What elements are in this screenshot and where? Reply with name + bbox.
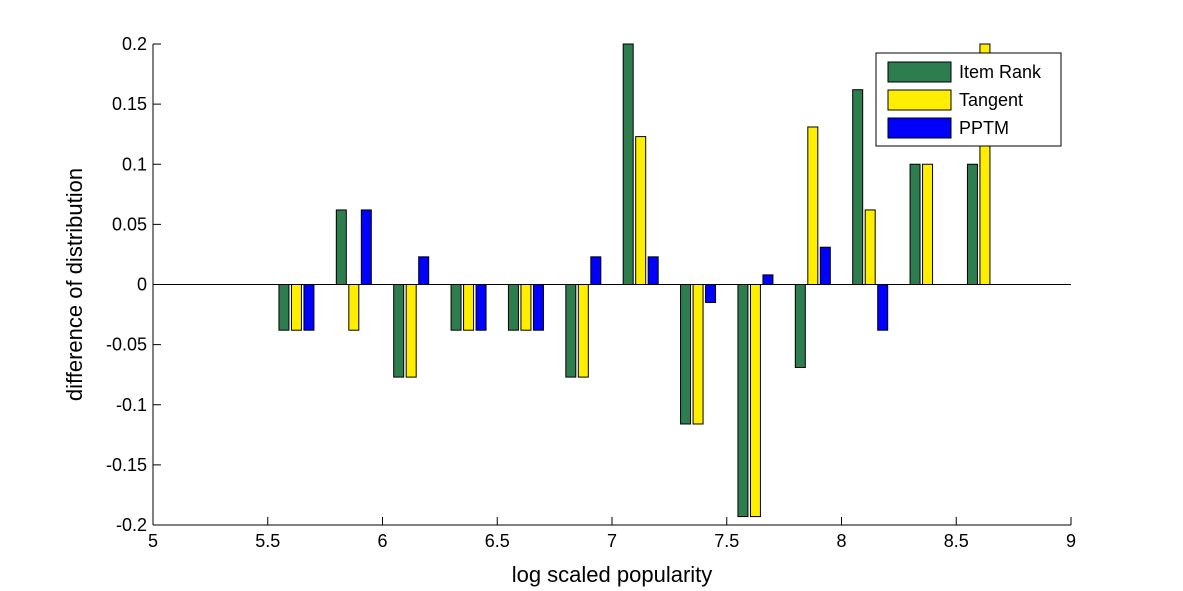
x-tick-label: 6 <box>377 531 387 551</box>
bar-tangent-2 <box>405 284 417 378</box>
legend-swatch <box>887 117 952 139</box>
legend-swatch <box>887 89 952 111</box>
y-tick-label: 0 <box>137 275 147 295</box>
bar-item-rank-0 <box>278 284 290 331</box>
bar-pptm-0 <box>303 284 315 331</box>
y-tick-label: 0.15 <box>112 94 147 114</box>
bar-item-rank-3 <box>450 284 462 331</box>
bar-tangent-4 <box>520 284 532 331</box>
y-tick-label: 0.05 <box>112 214 147 234</box>
bar-item-rank-12 <box>966 163 978 285</box>
bar-item-rank-4 <box>507 284 519 331</box>
bar-pptm-10 <box>877 284 889 331</box>
x-tick-label: 5 <box>148 531 158 551</box>
bar-item-rank-7 <box>680 284 692 425</box>
y-axis-title: difference of distribution <box>62 168 87 401</box>
bar-tangent-7 <box>692 284 704 425</box>
x-tick-label: 7.5 <box>714 531 739 551</box>
bar-tangent-8 <box>749 284 761 518</box>
bar-tangent-10 <box>864 209 876 286</box>
x-tick-label: 5.5 <box>255 531 280 551</box>
bar-pptm-6 <box>647 256 659 285</box>
legend-label: Tangent <box>959 90 1023 110</box>
bar-item-rank-2 <box>393 284 405 378</box>
y-tick-label: -0.15 <box>106 455 147 475</box>
bar-item-rank-9 <box>794 284 806 368</box>
y-tick-label: 0.1 <box>122 154 147 174</box>
bar-item-rank-5 <box>565 284 577 378</box>
legend-swatch <box>887 61 952 83</box>
bars-group <box>278 43 991 518</box>
bar-pptm-3 <box>475 284 487 331</box>
bar-item-rank-6 <box>622 43 634 285</box>
bar-pptm-8 <box>762 274 774 286</box>
x-tick-label: 8.5 <box>944 531 969 551</box>
x-tick-label: 9 <box>1066 531 1076 551</box>
bar-tangent-0 <box>290 284 302 331</box>
y-tick-label: -0.2 <box>116 515 147 535</box>
bar-item-rank-8 <box>737 284 749 518</box>
legend-label: Item Rank <box>959 62 1042 82</box>
bar-pptm-1 <box>360 209 372 286</box>
y-tick-label: -0.1 <box>116 395 147 415</box>
bar-tangent-11 <box>922 163 934 285</box>
x-axis-title: log scaled popularity <box>512 562 713 587</box>
bar-pptm-9 <box>819 246 831 286</box>
bar-item-rank-11 <box>909 163 921 285</box>
bar-pptm-7 <box>705 284 717 304</box>
bar-tangent-9 <box>807 126 819 285</box>
y-tick-label: 0.2 <box>122 34 147 54</box>
bar-pptm-5 <box>590 256 602 285</box>
bar-tangent-3 <box>463 284 475 331</box>
y-tick-label: -0.05 <box>106 335 147 355</box>
bar-item-rank-1 <box>335 209 347 286</box>
bar-tangent-6 <box>635 136 647 285</box>
bar-tangent-1 <box>348 284 360 331</box>
x-tick-label: 7 <box>607 531 617 551</box>
bar-tangent-5 <box>577 284 589 378</box>
bar-item-rank-10 <box>852 89 864 285</box>
x-tick-label: 8 <box>836 531 846 551</box>
legend: Item Rank Tangent PPTM <box>875 52 1062 147</box>
axes-group: 5 5.5 6 6.5 7 7.5 8 8.5 9 -0.2 -0.15 -0.1 -0.05 0 0.05… <box>106 34 1076 551</box>
bar-pptm-4 <box>532 284 544 331</box>
legend-label: PPTM <box>959 118 1009 138</box>
bar-pptm-2 <box>418 256 430 285</box>
x-tick-label: 6.5 <box>485 531 510 551</box>
